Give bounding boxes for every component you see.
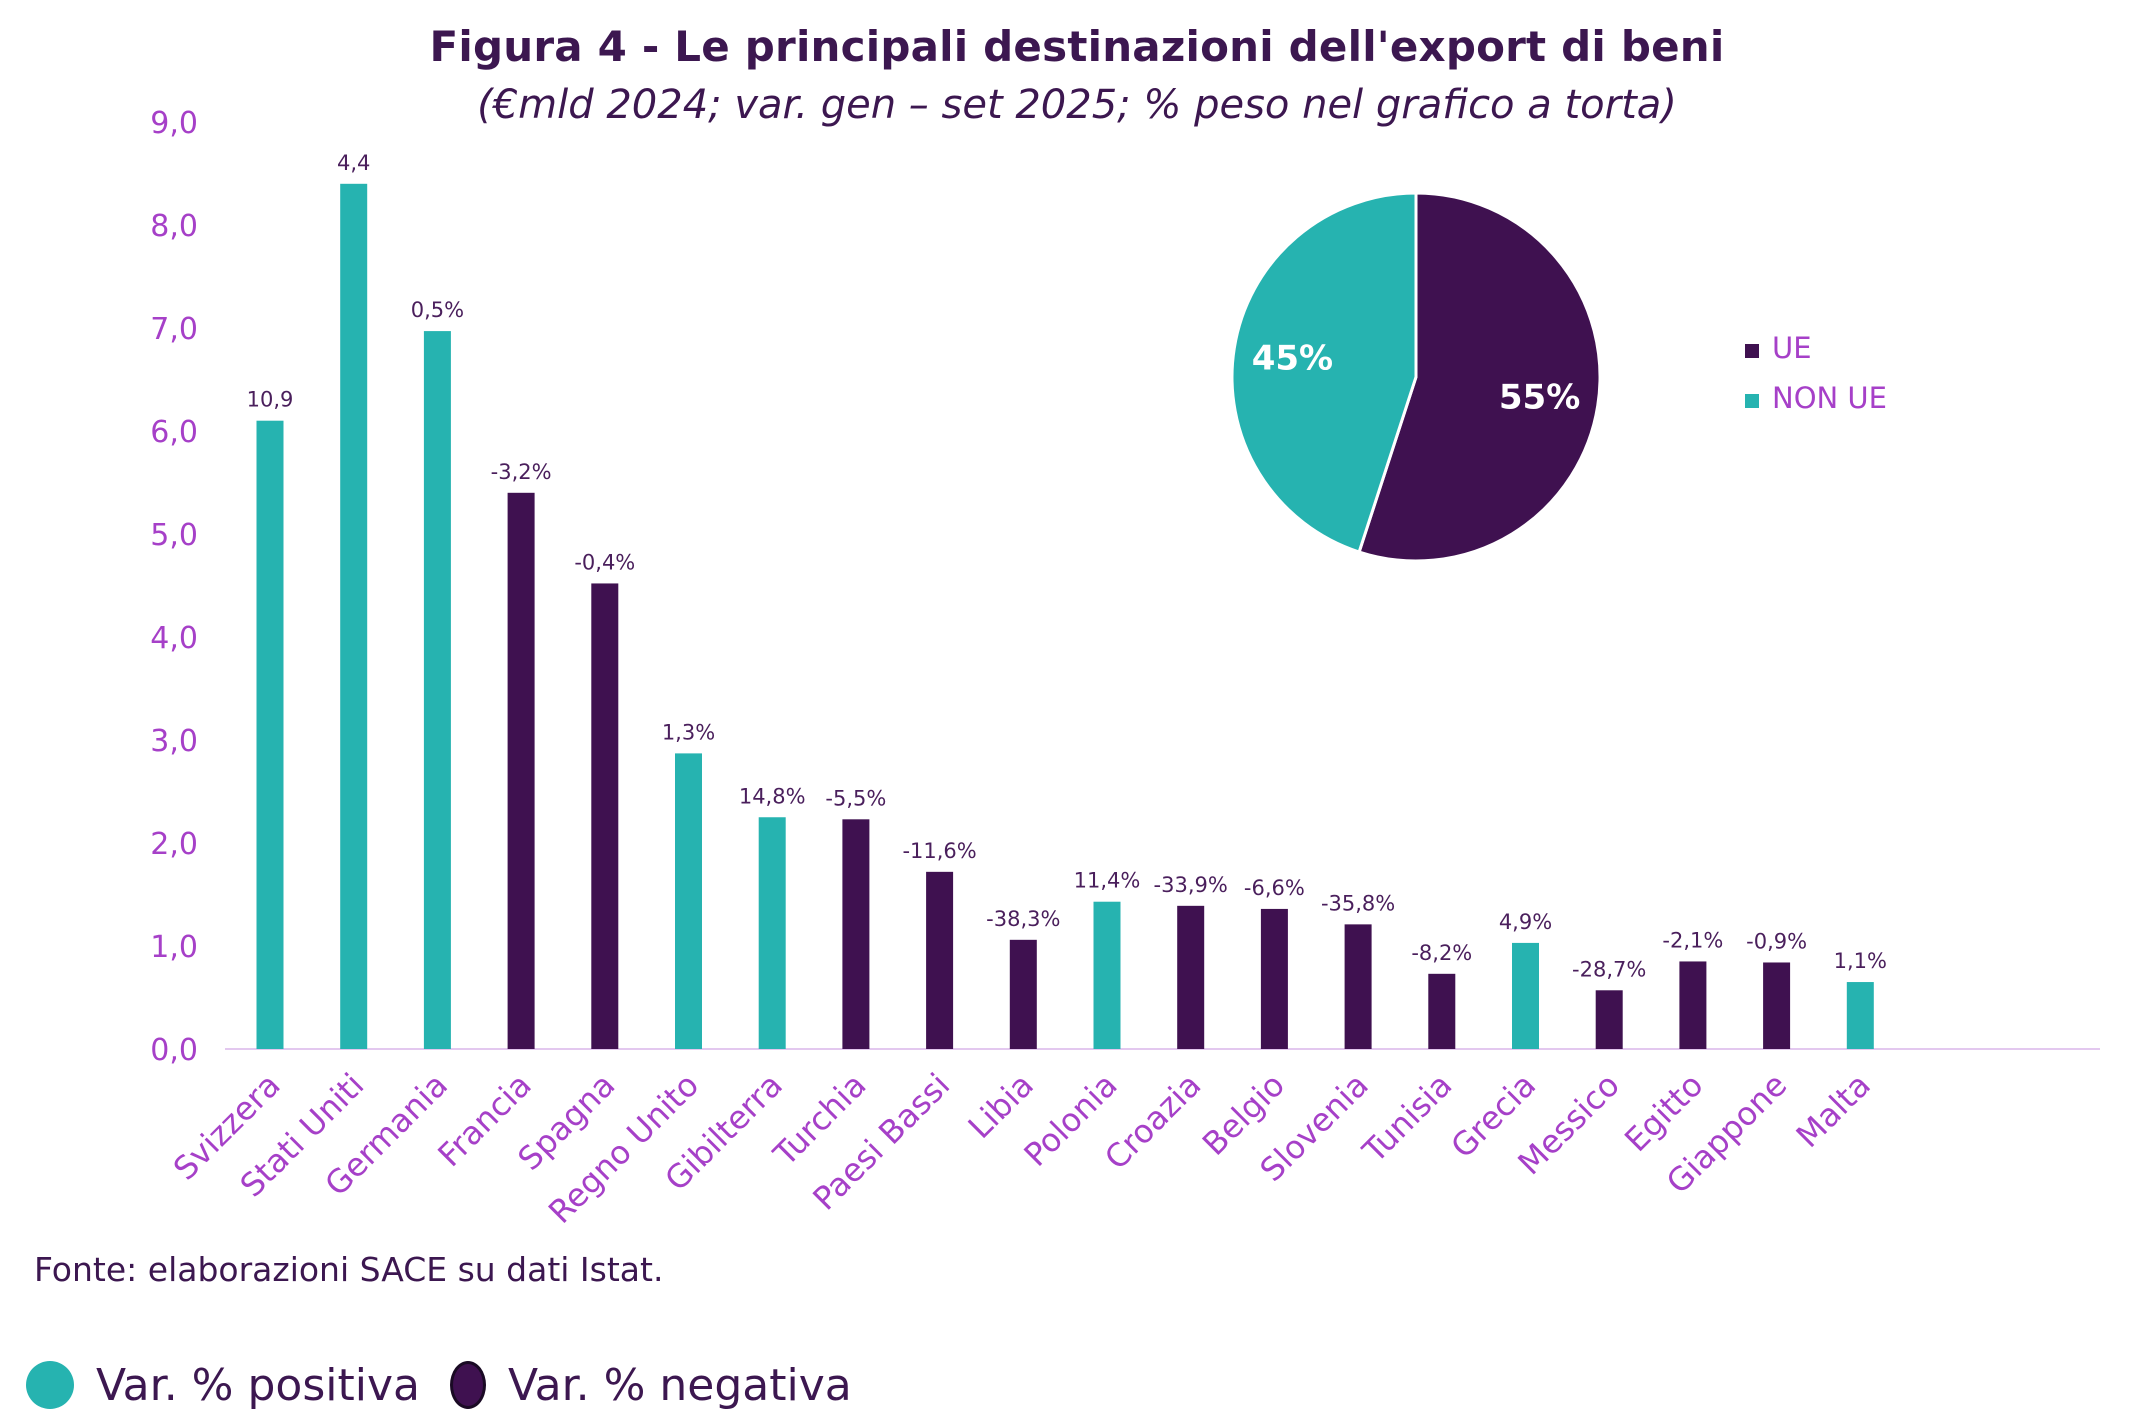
bar-series: 10,9 4,4 0,5% -3,2% -0,4% 1,3% 14,8% -5,5% -11,6… (247, 151, 1887, 1050)
chart-subtitle: (€mld 2024; var. gen – set 2025; % peso … (477, 82, 1677, 128)
pie-chart: 55% 45% (1230, 191, 1602, 563)
data-label: -2,1% (1662, 928, 1723, 952)
y-tick-label: 6,0 (150, 415, 198, 450)
pie-legend: UE NON UE (1745, 331, 1887, 415)
teal-circle-icon (26, 1361, 74, 1409)
bar-turchia (842, 819, 870, 1049)
legend-label-negative: Var. % negativa (507, 1359, 852, 1411)
bar-grecia (1512, 942, 1539, 1049)
bar-polonia (1093, 901, 1121, 1049)
data-label: -33,9% (1154, 873, 1228, 897)
pie-legend-label: NON UE (1772, 381, 1887, 415)
y-tick-label: 2,0 (150, 827, 198, 862)
chart-title: Figura 4 - Le principali destinazioni de… (429, 22, 1725, 71)
data-label: -35,8% (1321, 891, 1395, 915)
y-tick-label: 7,0 (150, 312, 198, 347)
bar-belgio (1260, 908, 1288, 1049)
y-tick-label: 8,0 (150, 209, 198, 244)
bar-francia (507, 492, 535, 1049)
data-label: -28,7% (1572, 957, 1646, 981)
data-label: 4,4 (337, 151, 370, 175)
source-note: Fonte: elaborazioni SACE su dati Istat. (34, 1250, 664, 1289)
pie-slice-ue (1357, 191, 1602, 563)
y-tick-label: 0,0 (150, 1033, 198, 1068)
bar-slovenia (1344, 924, 1372, 1049)
bar-regno-unito (675, 753, 702, 1049)
data-label: -8,2% (1411, 941, 1472, 965)
data-label: 14,8% (739, 784, 806, 808)
data-label: -3,2% (491, 460, 552, 484)
data-label: -0,4% (574, 550, 635, 574)
data-label: 1,1% (1834, 949, 1887, 973)
legend-item-negative: Var. % negativa (449, 1359, 852, 1411)
bar-giappone (1763, 962, 1791, 1049)
bar-svizzera (256, 420, 284, 1049)
bar-croazia (1177, 905, 1205, 1049)
legend-label-positive: Var. % positiva (96, 1359, 420, 1411)
bar-spagna (591, 583, 619, 1049)
data-label: -0,9% (1746, 929, 1807, 953)
bar-messico (1595, 990, 1623, 1049)
pie-slice-non-ue (1230, 191, 1418, 554)
purple-oval-icon (449, 1361, 486, 1409)
y-tick-label: 4,0 (150, 621, 198, 656)
y-tick-label: 1,0 (150, 930, 198, 965)
legend-swatch-icon (1745, 394, 1759, 408)
legend-item-positive: Var. % positiva (26, 1360, 420, 1411)
data-label: -6,6% (1244, 876, 1305, 900)
data-label: 11,4% (1074, 869, 1141, 893)
data-label: 4,9% (1499, 910, 1552, 934)
data-label: 1,3% (662, 720, 715, 744)
bar-stati-uniti (340, 183, 368, 1050)
bar-libia (1009, 939, 1037, 1049)
y-axis: 0,0 1,0 2,0 3,0 4,0 5,0 6,0 7,0 8,0 9,0 (150, 106, 198, 1068)
y-tick-label: 5,0 (150, 518, 198, 553)
data-label: -11,6% (902, 839, 976, 863)
pie-slice-label: 55% (1499, 378, 1580, 418)
bar-gibilterra (758, 817, 786, 1049)
bar-paesi-bassi (926, 871, 954, 1049)
pie-slice-label: 45% (1252, 338, 1333, 378)
data-label: -5,5% (825, 786, 886, 810)
bar-tunisia (1428, 973, 1456, 1049)
y-tick-label: 9,0 (150, 106, 198, 141)
data-label: 10,9 (247, 388, 294, 412)
x-tick-label: Malta (1789, 1066, 1878, 1155)
data-label: -38,3% (986, 907, 1060, 931)
bar-egitto (1679, 961, 1707, 1049)
x-tick-label: Tunisia (1355, 1066, 1460, 1171)
pie-legend-label: UE (1772, 331, 1812, 365)
legend-swatch-icon (1745, 344, 1759, 358)
data-label: 0,5% (411, 298, 464, 322)
bar-germania (423, 331, 451, 1050)
variation-legend: Var. % positiva Var. % negativa (26, 1355, 882, 1415)
bar-malta (1846, 982, 1874, 1049)
y-tick-label: 3,0 (150, 724, 198, 759)
